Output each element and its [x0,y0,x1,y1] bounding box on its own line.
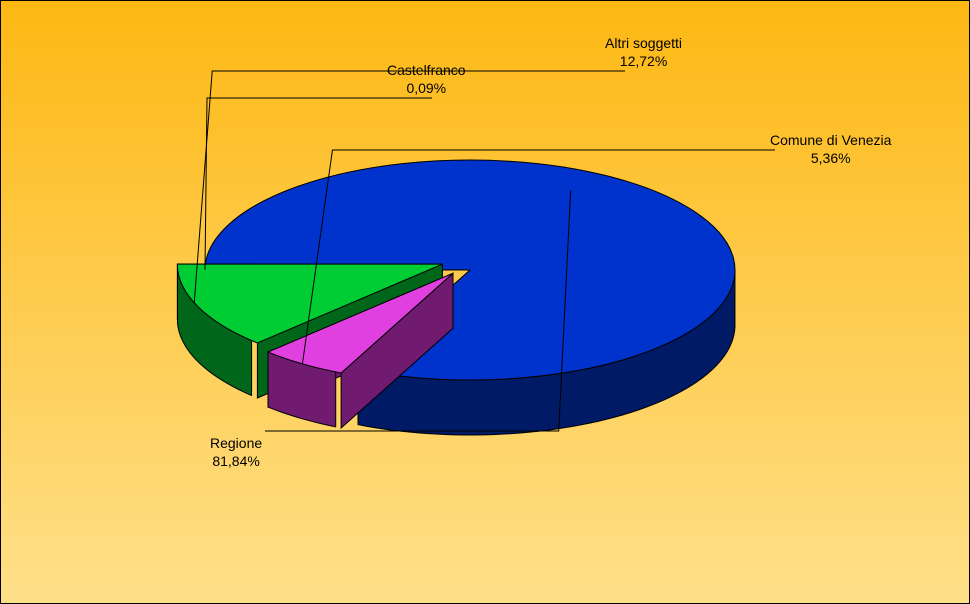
pie-chart-svg [0,0,970,604]
label-altri-value: 12,72% [620,53,667,69]
label-regione-value: 81,84% [212,453,259,469]
label-venezia-name: Comune di Venezia [770,132,891,148]
label-altri: Altri soggetti 12,72% [605,35,682,70]
label-venezia-value: 5,36% [811,150,851,166]
label-venezia: Comune di Venezia 5,36% [770,132,891,167]
pie-chart-3d: Regione 81,84% Castelfranco 0,09% Altri … [0,0,970,604]
label-regione: Regione 81,84% [210,435,262,470]
label-castelfranco-name: Castelfranco [387,62,466,78]
label-altri-name: Altri soggetti [605,35,682,51]
label-regione-name: Regione [210,435,262,451]
label-castelfranco: Castelfranco 0,09% [387,62,466,97]
label-castelfranco-value: 0,09% [406,80,446,96]
